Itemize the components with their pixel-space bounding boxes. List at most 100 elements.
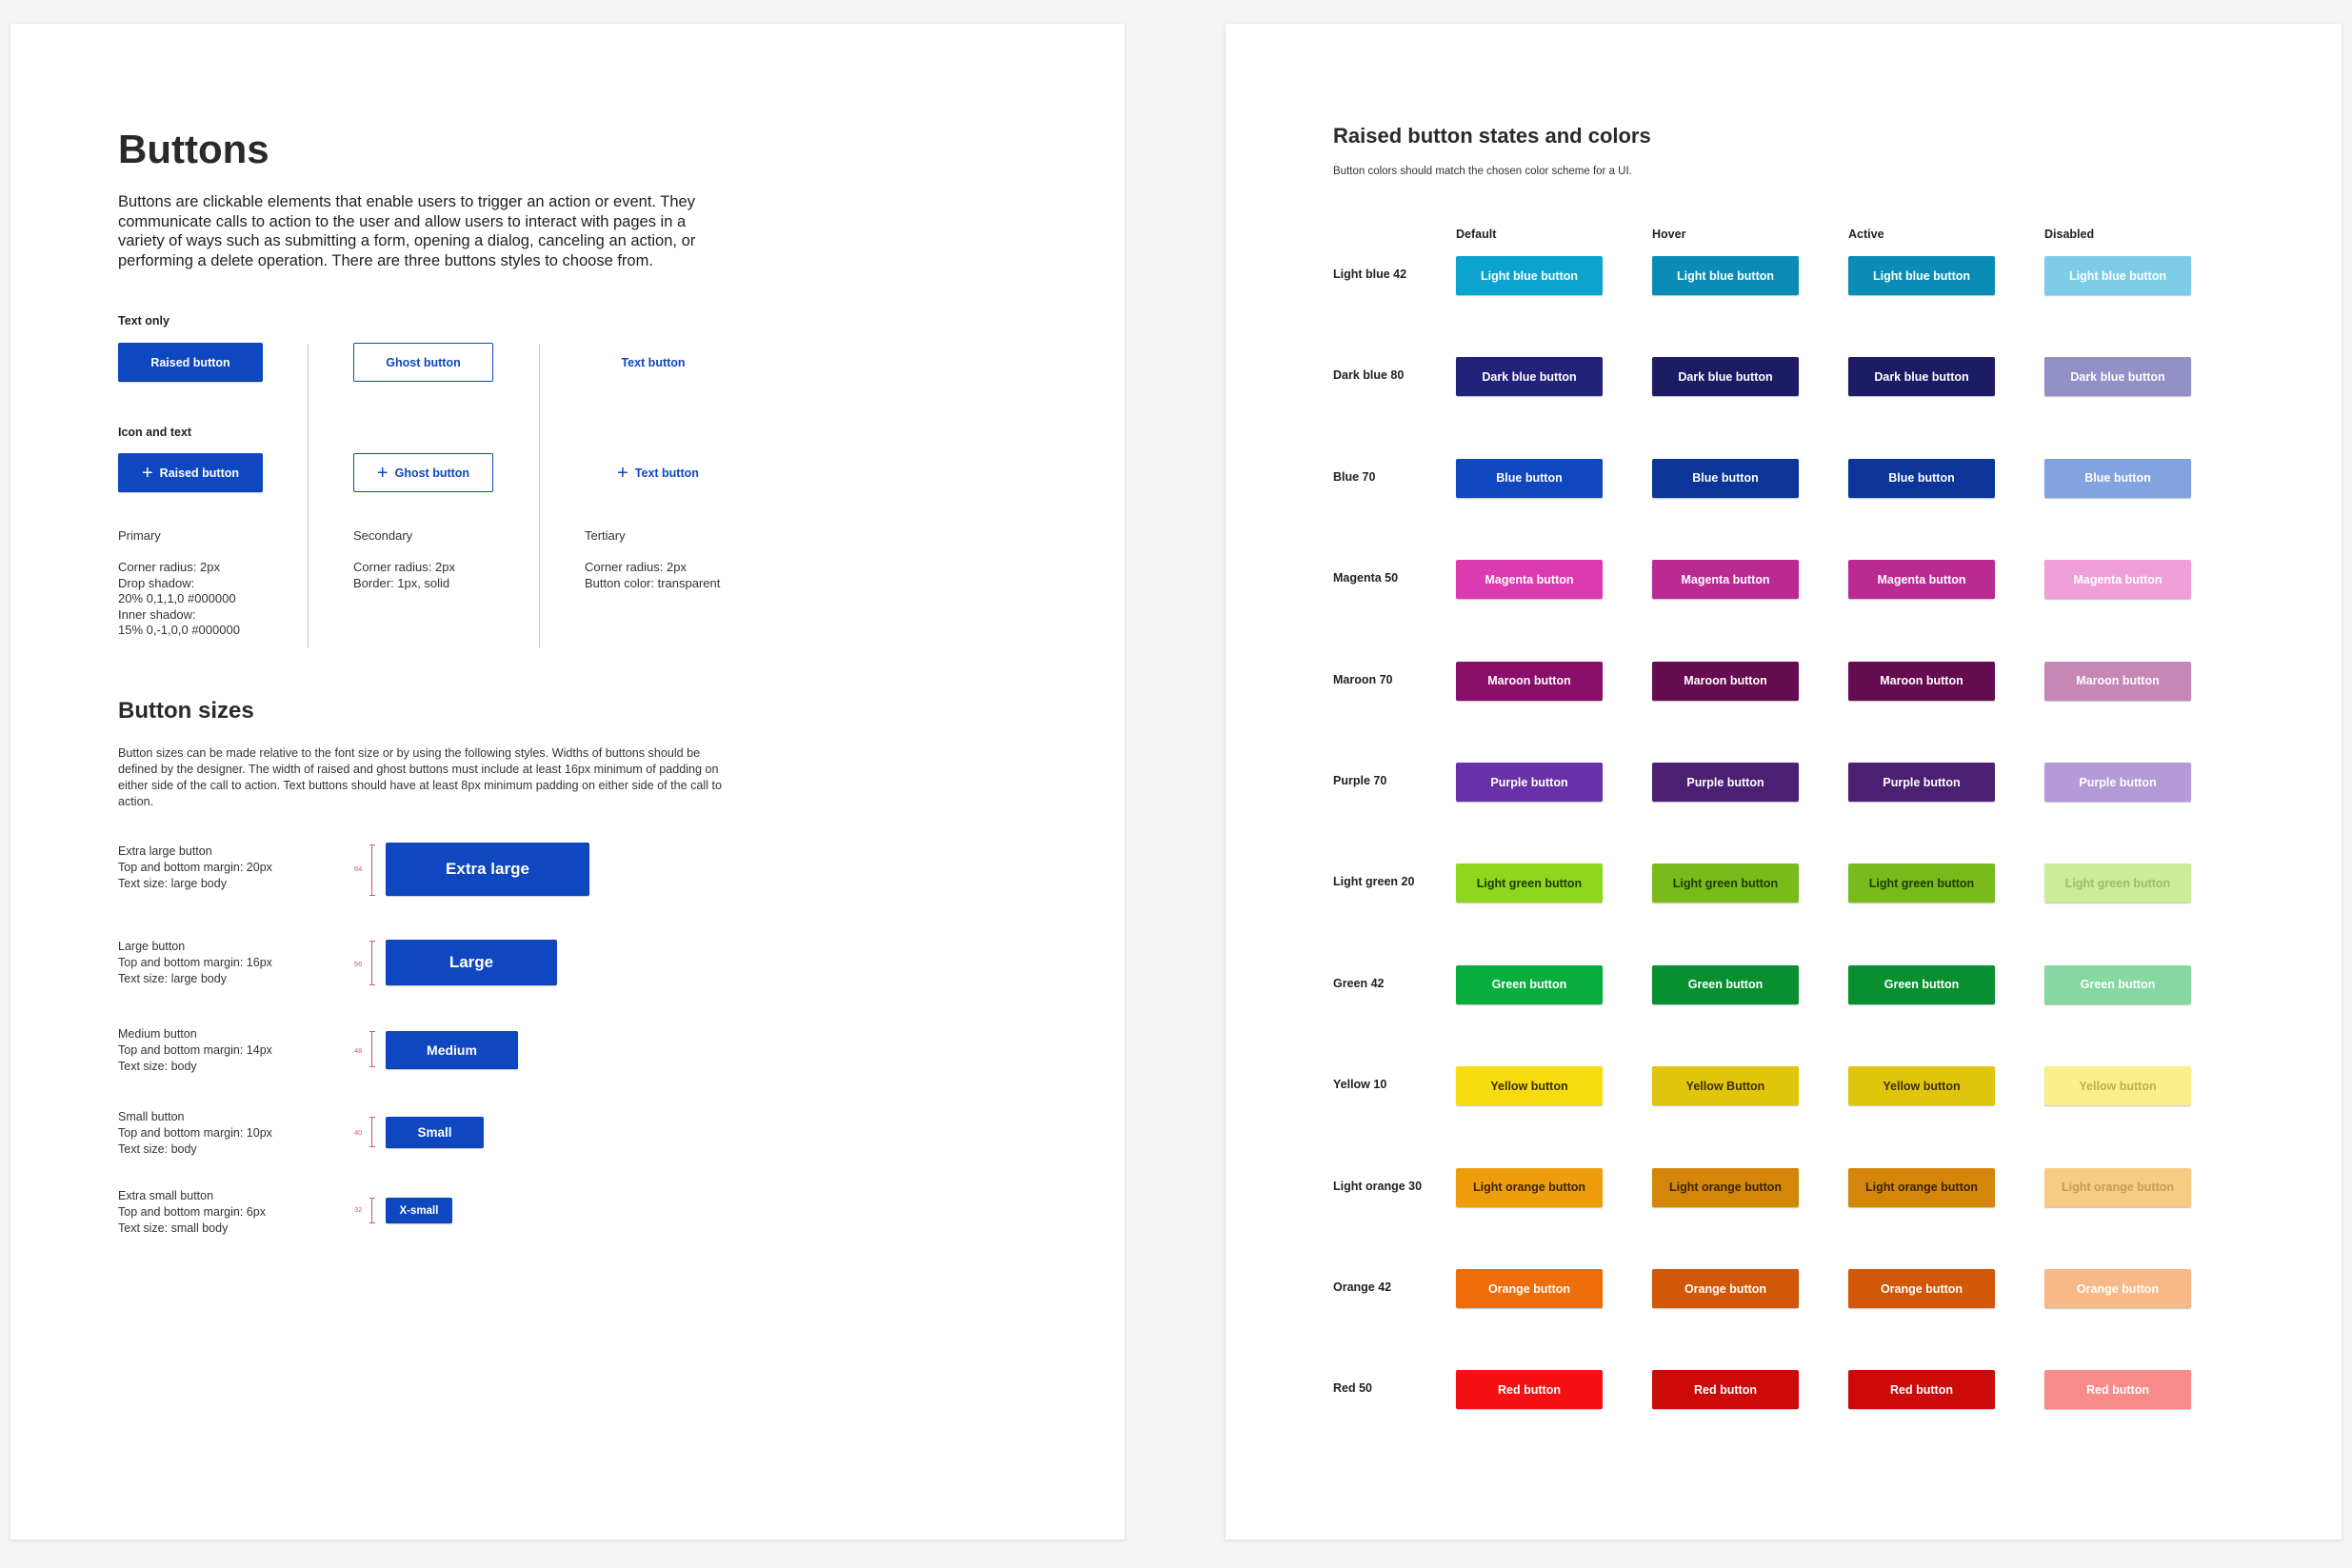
color-button-default[interactable]: Magenta button xyxy=(1456,560,1603,600)
color-button-hover[interactable]: Orange button xyxy=(1652,1269,1799,1308)
small-button[interactable]: Small xyxy=(386,1117,484,1148)
primary-caption: Primary xyxy=(118,528,161,543)
secondary-caption: Secondary xyxy=(353,528,413,543)
color-button-default[interactable]: Blue button xyxy=(1456,458,1603,498)
color-button-active[interactable]: Purple button xyxy=(1848,763,1995,802)
medium-button[interactable]: Medium xyxy=(386,1031,518,1069)
color-row-label: Dark blue 80 xyxy=(1333,368,1405,383)
color-button-hover[interactable]: Yellow Button xyxy=(1652,1066,1799,1106)
size-measure-label: 48 xyxy=(354,1046,363,1055)
color-button-disabled: Blue button xyxy=(2044,458,2191,498)
color-button-disabled: Yellow button xyxy=(2044,1066,2191,1106)
color-row-label: Light orange 30 xyxy=(1333,1179,1423,1193)
states-subtitle: Button colors should match the chosen co… xyxy=(1333,166,1632,177)
color-button-hover[interactable]: Purple button xyxy=(1652,763,1799,802)
color-button-active[interactable]: Light orange button xyxy=(1848,1167,1995,1207)
size-measure-bracket xyxy=(369,941,375,985)
color-button-disabled: Light green button xyxy=(2044,863,2191,903)
raised-button-label: Raised button xyxy=(159,466,240,480)
color-button-active[interactable]: Orange button xyxy=(1848,1269,1995,1308)
color-row-label: Orange 42 xyxy=(1333,1280,1392,1294)
plus-icon: + xyxy=(617,462,628,484)
size-description-small: Small button Top and bottom margin: 10px… xyxy=(118,1110,272,1156)
color-button-disabled: Light blue button xyxy=(2044,256,2191,295)
buttons-page: Buttons Buttons are clickable elements t… xyxy=(10,24,1125,1539)
color-row-label: Green 42 xyxy=(1333,976,1385,990)
color-button-active[interactable]: Dark blue button xyxy=(1848,357,1995,397)
color-row-label: Light blue 42 xyxy=(1333,268,1407,281)
text-button-label: Text button xyxy=(634,466,699,480)
color-button-disabled: Green button xyxy=(2044,964,2191,1004)
color-button-active[interactable]: Magenta button xyxy=(1848,560,1995,600)
color-button-hover[interactable]: Maroon button xyxy=(1652,661,1799,701)
ghost-button-sample[interactable]: Ghost button xyxy=(353,343,493,382)
color-button-hover[interactable]: Red button xyxy=(1652,1370,1799,1410)
column-header-default: Default xyxy=(1456,228,1497,241)
ghost-icon-button-sample[interactable]: + Ghost button xyxy=(353,453,493,492)
color-button-disabled: Maroon button xyxy=(2044,661,2191,701)
color-button-active[interactable]: Light green button xyxy=(1848,863,1995,903)
color-button-hover[interactable]: Light green button xyxy=(1652,863,1799,903)
icon-and-text-heading: Icon and text xyxy=(118,426,192,439)
extra-large-button[interactable]: Extra large xyxy=(386,843,589,896)
size-measure-bracket xyxy=(369,844,375,896)
plus-icon: + xyxy=(376,462,389,484)
text-only-heading: Text only xyxy=(118,314,169,327)
color-button-active[interactable]: Light blue button xyxy=(1848,256,1995,295)
color-button-default[interactable]: Light green button xyxy=(1456,863,1603,903)
color-button-active[interactable]: Maroon button xyxy=(1848,661,1995,701)
large-button-label: Large xyxy=(448,953,494,971)
column-divider xyxy=(308,344,309,648)
color-button-default[interactable]: Yellow button xyxy=(1456,1066,1603,1106)
color-button-default[interactable]: Red button xyxy=(1456,1370,1603,1410)
color-button-hover[interactable]: Dark blue button xyxy=(1652,357,1799,397)
color-button-default[interactable]: Dark blue button xyxy=(1456,357,1603,397)
intro-paragraph: Buttons are clickable elements that enab… xyxy=(118,193,696,269)
ghost-button-label: Ghost button xyxy=(394,466,470,480)
page-title: Buttons xyxy=(118,127,269,171)
size-description-xs: Extra small button Top and bottom margin… xyxy=(118,1189,266,1235)
color-button-hover[interactable]: Magenta button xyxy=(1652,560,1799,600)
size-measure-label: 32 xyxy=(354,1205,363,1214)
color-row-label: Red 50 xyxy=(1333,1381,1372,1396)
color-button-active[interactable]: Green button xyxy=(1848,964,1995,1004)
size-measure-label: 40 xyxy=(354,1128,363,1137)
color-row-label: Light green 20 xyxy=(1333,875,1415,889)
tertiary-notes: Corner radius: 2px Button color: transpa… xyxy=(585,560,721,590)
color-row-label: Magenta 50 xyxy=(1333,571,1399,586)
size-measure-bracket xyxy=(369,1198,375,1223)
tertiary-caption: Tertiary xyxy=(585,528,626,543)
button-states-page: Raised button states and colors Button c… xyxy=(1226,24,2342,1539)
size-measure-bracket xyxy=(369,1117,375,1147)
color-button-default[interactable]: Purple button xyxy=(1456,763,1603,802)
ghost-button-label: Ghost button xyxy=(386,355,461,369)
color-button-default[interactable]: Green button xyxy=(1456,964,1603,1004)
text-button-sample[interactable]: Text button xyxy=(582,343,725,382)
column-header-hover: Hover xyxy=(1652,228,1686,241)
text-icon-button-sample[interactable]: + Text button xyxy=(582,453,734,492)
secondary-notes: Corner radius: 2px Border: 1px, solid xyxy=(353,560,455,590)
small-button-label: Small xyxy=(417,1125,452,1140)
raised-button-sample[interactable]: Raised button xyxy=(118,343,263,382)
plus-icon: + xyxy=(141,462,153,484)
color-button-disabled: Purple button xyxy=(2044,763,2191,802)
color-row-label: Purple 70 xyxy=(1333,774,1387,787)
color-button-hover[interactable]: Light orange button xyxy=(1652,1167,1799,1207)
color-button-hover[interactable]: Light blue button xyxy=(1652,256,1799,295)
color-button-active[interactable]: Yellow button xyxy=(1848,1066,1995,1106)
color-button-disabled: Red button xyxy=(2044,1370,2191,1410)
color-button-default[interactable]: Light orange button xyxy=(1456,1167,1603,1207)
color-button-default[interactable]: Light blue button xyxy=(1456,256,1603,295)
color-button-hover[interactable]: Blue button xyxy=(1652,458,1799,498)
color-button-active[interactable]: Red button xyxy=(1848,1370,1995,1410)
raised-icon-button-sample[interactable]: + Raised button xyxy=(118,453,263,492)
text-button-label: Text button xyxy=(621,355,686,369)
color-button-hover[interactable]: Green button xyxy=(1652,964,1799,1004)
color-button-disabled: Magenta button xyxy=(2044,560,2191,600)
color-button-active[interactable]: Blue button xyxy=(1848,458,1995,498)
color-button-default[interactable]: Maroon button xyxy=(1456,661,1603,701)
size-description-large: Large button Top and bottom margin: 16px… xyxy=(118,940,272,985)
x-small-button[interactable]: X-small xyxy=(386,1198,452,1223)
color-button-default[interactable]: Orange button xyxy=(1456,1269,1603,1308)
large-button[interactable]: Large xyxy=(386,940,557,985)
